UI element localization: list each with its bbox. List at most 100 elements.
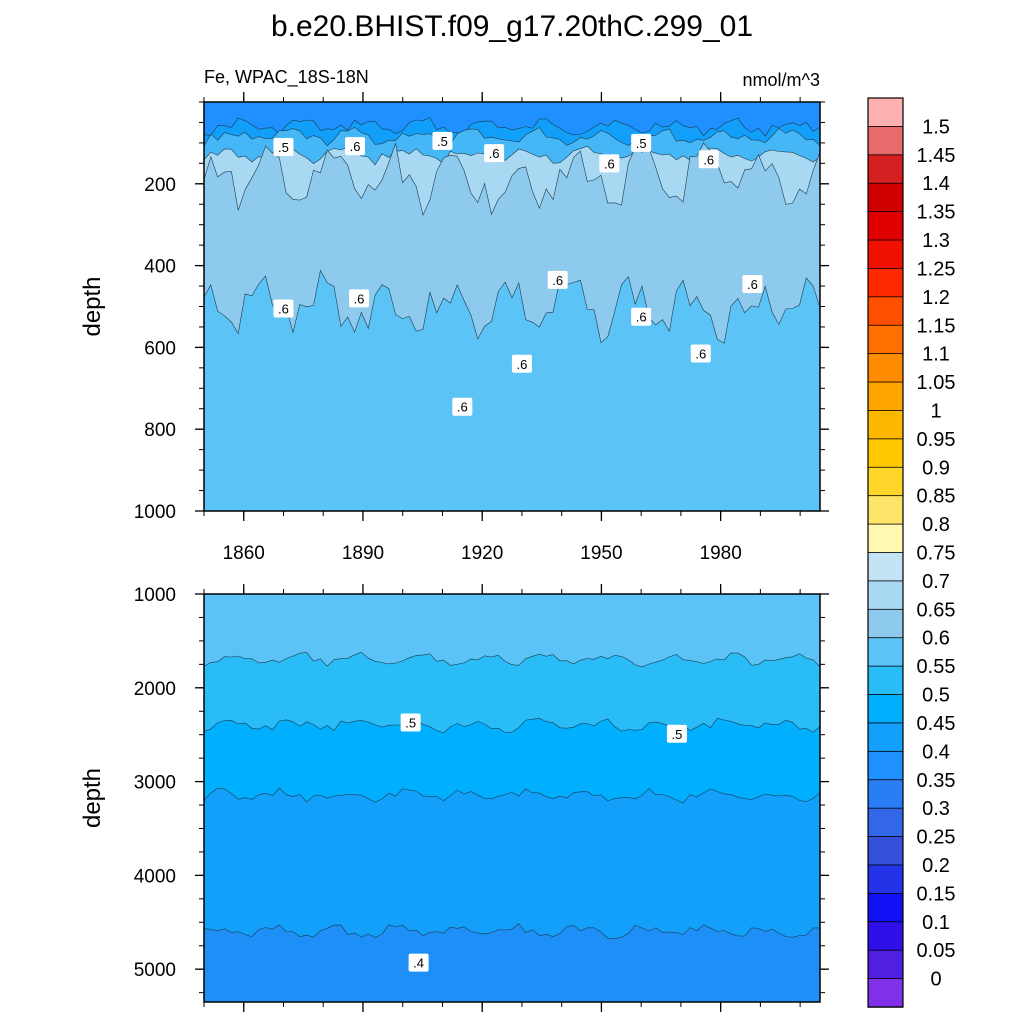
contour-label: .6 <box>690 344 711 363</box>
y-axis-label: depth <box>79 276 106 336</box>
colorbar-swatch <box>867 892 904 923</box>
colorbar-swatch <box>867 694 904 724</box>
colorbar-swatch <box>867 97 904 128</box>
svg-text:.6: .6 <box>747 277 758 292</box>
svg-text:.6: .6 <box>695 347 706 362</box>
colorbar-swatch <box>867 268 904 298</box>
contour-label: .6 <box>484 144 505 163</box>
colorbar-label: 0 <box>930 969 941 991</box>
svg-text:.6: .6 <box>278 302 289 317</box>
colorbar-label: 0.6 <box>922 628 950 650</box>
contour-label: .4 <box>408 953 429 972</box>
colorbar-label: 0.2 <box>922 855 950 877</box>
contour-label: .6 <box>348 289 369 308</box>
contour-band <box>204 269 820 511</box>
svg-text:.5: .5 <box>405 715 416 730</box>
contour-label: .6 <box>273 299 294 318</box>
svg-text:.6: .6 <box>354 291 365 306</box>
colorbar-label: 0.45 <box>917 713 956 735</box>
colorbar-swatch <box>867 836 904 866</box>
plot-frame <box>203 593 821 1003</box>
contour-label: .6 <box>599 154 620 173</box>
colorbar-label: 0.8 <box>922 514 950 536</box>
y-tick-label: 4000 <box>134 866 176 887</box>
colorbar-swatch <box>867 182 904 213</box>
colorbar-swatch <box>867 864 904 895</box>
svg-text:.6: .6 <box>489 146 500 161</box>
contour-label: .5 <box>273 137 294 156</box>
colorbar-label: 1.15 <box>917 315 956 337</box>
colorbar-label: 0.85 <box>917 486 956 508</box>
colorbar-label: 0.65 <box>917 599 956 621</box>
colorbar-swatch <box>867 126 904 156</box>
colorbar-label: 0.35 <box>917 770 956 792</box>
contour-label: .5 <box>631 133 652 152</box>
colorbar-swatch <box>867 324 904 355</box>
colorbar-label: 1.25 <box>917 258 956 280</box>
contour-band <box>204 923 820 1002</box>
colorbar-label: 0.5 <box>922 685 950 707</box>
colorbar-swatch <box>867 154 904 184</box>
y-tick-label: 5000 <box>134 960 176 981</box>
y-tick-label: 400 <box>144 257 176 278</box>
contour-label: .6 <box>511 354 532 373</box>
y-tick-label: 600 <box>144 338 176 359</box>
colorbar-swatch <box>867 410 904 440</box>
colorbar-swatch <box>867 608 904 639</box>
colorbar-swatch <box>867 978 904 1008</box>
svg-text:.6: .6 <box>350 139 361 154</box>
colorbar-label: 1.05 <box>917 372 956 394</box>
contour-label: .6 <box>345 137 366 156</box>
svg-text:.6: .6 <box>604 156 615 171</box>
colorbar-swatch <box>867 722 904 753</box>
colorbar-label: 0.7 <box>922 571 950 593</box>
colorbar-swatch <box>867 239 904 270</box>
y-tick-label: 1000 <box>134 502 176 523</box>
units-label: nmol/m^3 <box>743 70 820 90</box>
y-tick-label: 1000 <box>134 585 176 606</box>
colorbar-label: 0.15 <box>917 883 956 905</box>
colorbar-swatch <box>867 296 904 326</box>
colorbar-label: 1.45 <box>917 145 956 167</box>
colorbar-label: 1.5 <box>922 116 950 138</box>
svg-text:.6: .6 <box>703 152 714 167</box>
upper-panel: .5 .6 .5 .6 .6 .5 .6 .6 .6 .6 .6 .6 .6 .6 .6 200 400 600 8… <box>79 92 829 564</box>
colorbar-frame <box>867 97 904 1008</box>
colorbar-swatch <box>867 580 904 611</box>
y-tick-label: 3000 <box>134 773 176 794</box>
svg-text:.5: .5 <box>278 140 289 155</box>
svg-text:.5: .5 <box>437 134 448 149</box>
colorbar-label: 0.1 <box>922 912 950 934</box>
colorbar-label: 1.1 <box>922 344 950 366</box>
colorbar-swatch <box>867 552 904 582</box>
svg-text:.5: .5 <box>672 727 683 742</box>
contour-label: .5 <box>432 131 453 150</box>
svg-text:.4: .4 <box>413 956 424 971</box>
colorbar-label: 1.35 <box>917 202 956 224</box>
colorbar-label: 0.9 <box>922 457 950 479</box>
colorbar-label: 0.55 <box>917 656 956 678</box>
colorbar-swatch <box>867 637 904 667</box>
lower-panel: .5 .5 .4 1000 2000 3000 4000 5000 depth <box>79 584 829 1012</box>
colorbar-swatch <box>867 921 904 951</box>
colorbar-label: 1.4 <box>922 173 950 195</box>
colorbar-swatch <box>867 353 904 383</box>
colorbar-label: 1.3 <box>922 230 950 252</box>
svg-text:.6: .6 <box>552 273 563 288</box>
x-tick-label: 1920 <box>461 543 503 564</box>
colorbar-label: 0.4 <box>922 741 950 763</box>
y-tick-label: 2000 <box>134 679 176 700</box>
colorbar-swatch <box>867 523 904 554</box>
x-tick-label: 1950 <box>580 543 622 564</box>
colorbar-label: 1.2 <box>922 287 950 309</box>
y-tick-label: 200 <box>144 175 176 196</box>
variable-label: Fe, WPAC_18S-18N <box>204 67 369 88</box>
colorbar-swatch <box>867 779 904 809</box>
colorbar-swatch <box>867 949 904 980</box>
colorbar-label: 0.25 <box>917 827 956 849</box>
contour-label: .5 <box>400 713 421 732</box>
contour-label: .6 <box>698 150 719 169</box>
y-axis-label: depth <box>79 768 106 828</box>
svg-text:.5: .5 <box>636 136 647 151</box>
svg-text:.6: .6 <box>517 357 528 372</box>
